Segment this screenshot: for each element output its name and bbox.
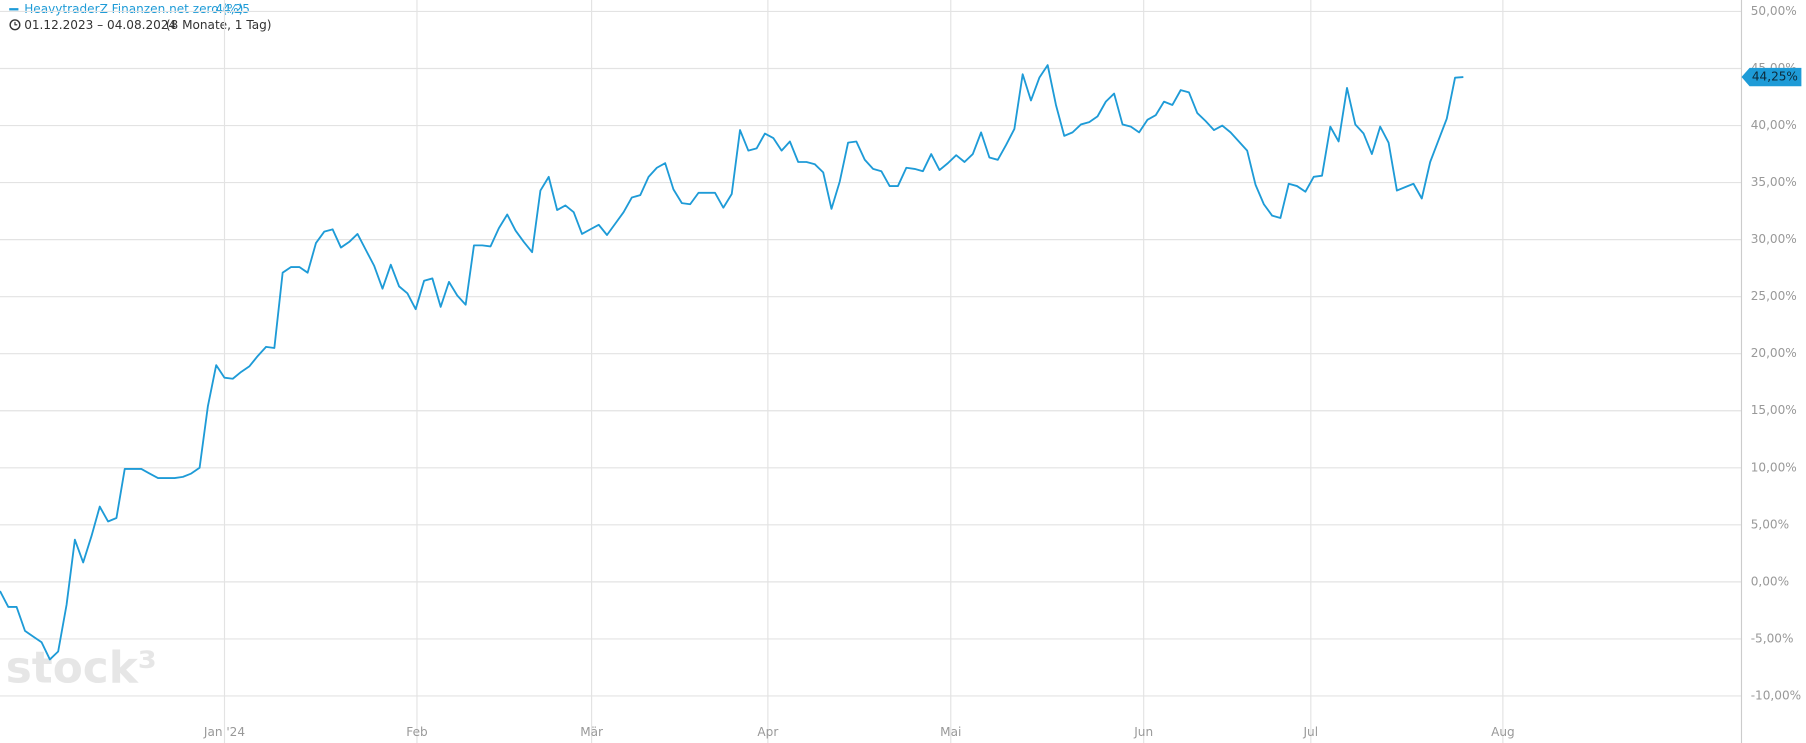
legend-value: 44,25 [215, 2, 250, 16]
y-tick-label: 35,00% [1751, 175, 1797, 189]
x-tick-label: Feb [406, 725, 427, 739]
y-tick-label: -10,00% [1751, 688, 1801, 702]
last-value-label: 44,25% [1752, 70, 1798, 84]
x-tick-label: Jun [1133, 725, 1153, 739]
watermark: stock³ [6, 642, 157, 693]
x-tick-label: Mai [940, 725, 961, 739]
date-range: 01.12.2023 – 04.08.2024 [24, 18, 176, 32]
x-tick-label: Jul [1303, 725, 1319, 739]
period: (8 Monate, 1 Tag) [166, 18, 272, 32]
legend-name[interactable]: HeavytraderZ Finanzen.net zero (%) [24, 2, 243, 16]
y-tick-label: 0,00% [1751, 574, 1789, 588]
y-tick-label: 50,00% [1751, 4, 1797, 18]
y-tick-label: 30,00% [1751, 232, 1797, 246]
y-tick-label: 10,00% [1751, 460, 1797, 474]
x-tick-label: Apr [757, 725, 778, 739]
clock-icon [9, 19, 21, 31]
x-tick-label: Mär [580, 725, 603, 739]
data-line [0, 64, 1464, 661]
last-value-flag [1741, 67, 1802, 87]
x-tick-label: Aug [1491, 725, 1515, 739]
clock-hands [14, 21, 18, 26]
y-tick-label: 40,00% [1751, 118, 1797, 132]
y-tick-label: 20,00% [1751, 346, 1797, 360]
y-tick-label: 15,00% [1751, 403, 1797, 417]
y-tick-label: 5,00% [1751, 517, 1789, 531]
y-tick-label: -5,00% [1751, 631, 1794, 645]
y-tick-label: 25,00% [1751, 289, 1797, 303]
x-tick-label: Jan '24 [203, 725, 245, 739]
